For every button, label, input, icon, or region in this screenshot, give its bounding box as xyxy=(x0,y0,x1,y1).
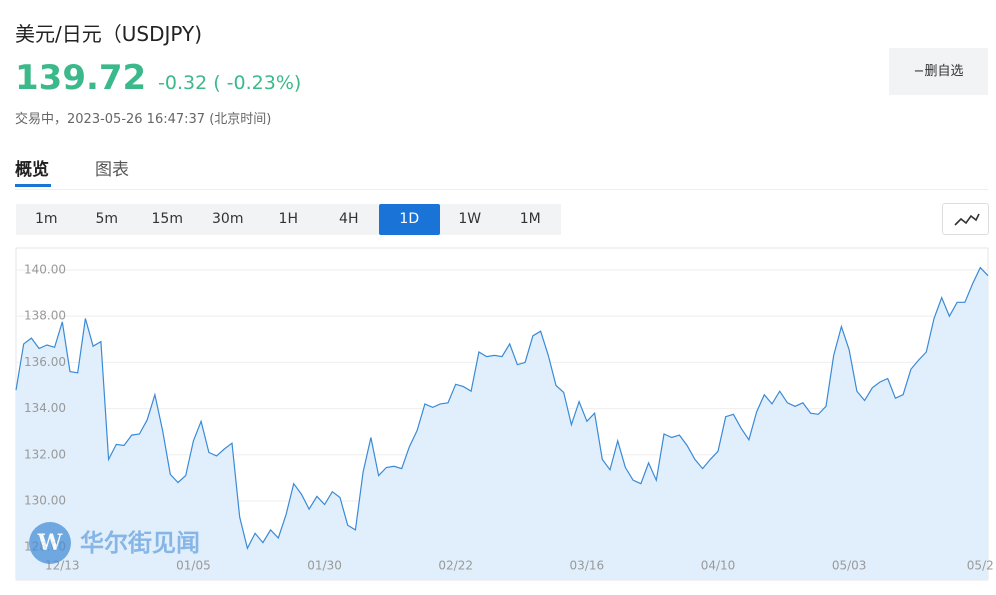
range-button[interactable]: 1W xyxy=(458,211,482,227)
y-tick-label: 140.00 xyxy=(24,262,66,276)
tab[interactable]: 概览 xyxy=(15,160,49,180)
x-tick-label: 05/2 xyxy=(967,559,994,573)
x-tick-label: 04/10 xyxy=(701,559,736,573)
remove-watchlist[interactable]: −删自选 xyxy=(889,48,988,95)
range-button[interactable]: 1m xyxy=(34,211,58,227)
range-button[interactable]: 5m xyxy=(95,211,119,227)
range-button[interactable]: 1M xyxy=(519,211,541,227)
area xyxy=(16,267,988,580)
range-button[interactable]: 15m xyxy=(151,211,183,227)
icon xyxy=(954,213,980,226)
divider xyxy=(15,189,988,190)
y-tick-label: 130.00 xyxy=(24,493,66,507)
x-tick-label: 01/05 xyxy=(176,559,211,573)
watermark-logo xyxy=(29,522,71,564)
watermark: W 华尔街见闻 xyxy=(29,522,200,564)
title: 美元/日元（USDJPY) xyxy=(15,22,203,46)
change: -0.32 ( -0.23%) xyxy=(158,72,302,94)
chart-style-button[interactable] xyxy=(942,203,989,235)
line xyxy=(15,266,989,550)
y-tick-label: 132.00 xyxy=(24,447,66,461)
watermark-logo-mark: W xyxy=(37,530,63,556)
y-tick-label: 138.00 xyxy=(24,309,66,323)
status: 交易中，2023-05-26 16:47:37 (北京时间) xyxy=(15,112,272,127)
tab[interactable]: 图表 xyxy=(95,160,129,180)
x-tick-label: 02/22 xyxy=(438,559,473,573)
range-button[interactable]: 30m xyxy=(212,211,244,227)
y-tick-label: 134.00 xyxy=(24,401,66,415)
x-tick-label: 03/16 xyxy=(570,559,605,573)
range-button[interactable]: 4H xyxy=(339,211,359,227)
tab-indicator xyxy=(15,184,51,187)
range-button[interactable]: 1D xyxy=(379,204,440,235)
x-tick-label: 01/30 xyxy=(307,559,342,573)
range-button[interactable]: 1H xyxy=(278,211,298,227)
range-bar: 1m 5m 15m 30m 1H 4H 1D 1W 1M xyxy=(16,204,561,235)
y-tick-label: 136.00 xyxy=(24,355,66,369)
watermark-text: 华尔街见闻 xyxy=(80,529,200,557)
x-tick-label: 05/03 xyxy=(832,559,867,573)
price: 139.72 xyxy=(15,58,147,98)
